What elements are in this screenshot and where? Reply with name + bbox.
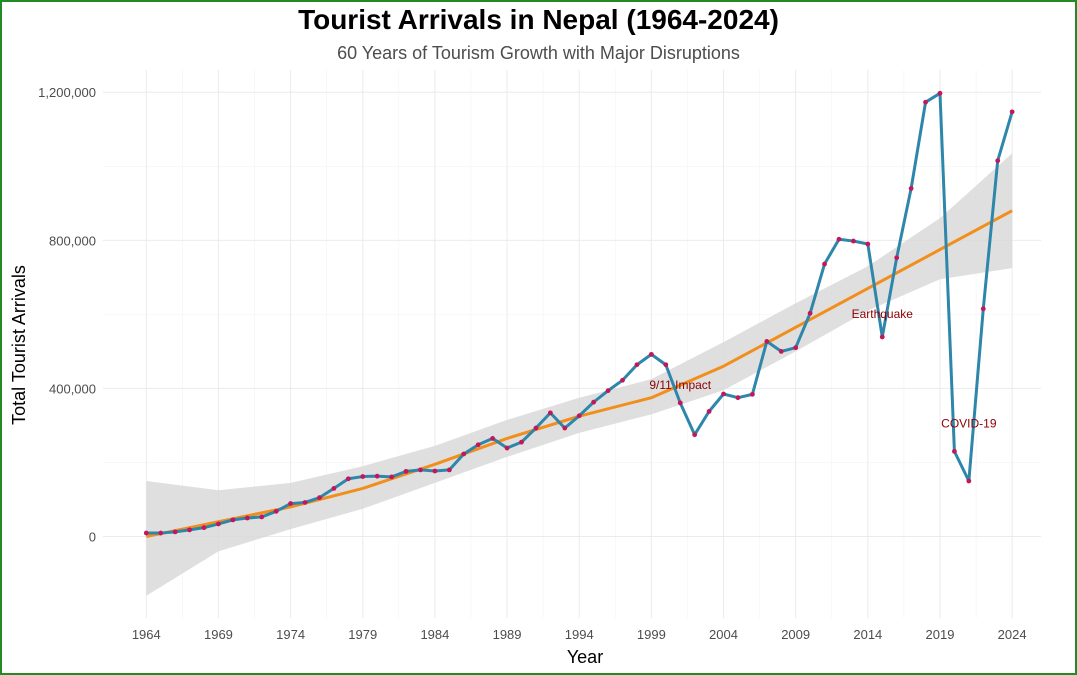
- annotation-label: 9/11 Impact: [649, 378, 711, 392]
- data-point: [475, 442, 481, 448]
- data-point: [519, 439, 524, 445]
- data-point: [461, 451, 467, 457]
- data-point: [879, 334, 885, 340]
- data-point: [172, 529, 178, 535]
- chart-title: Tourist Arrivals in Nepal (1964-2024): [298, 4, 779, 35]
- data-point: [648, 351, 654, 357]
- data-point: [995, 158, 1001, 164]
- x-tick-label: 1999: [637, 627, 666, 642]
- y-axis-title: Total Tourist Arrivals: [9, 265, 29, 425]
- annotation-label: Earthquake: [852, 307, 914, 321]
- confidence-band: [146, 153, 1013, 596]
- data-point: [302, 500, 308, 505]
- data-point: [706, 408, 712, 414]
- data-point: [504, 445, 510, 451]
- x-tick-label: 1964: [132, 627, 161, 642]
- data-point: [836, 236, 842, 242]
- data-point: [620, 377, 625, 383]
- x-tick-label: 1969: [204, 627, 233, 642]
- data-point: [937, 90, 943, 96]
- data-point: [259, 514, 265, 520]
- data-point: [533, 425, 539, 431]
- trend-confidence-band: [146, 153, 1013, 596]
- data-point: [634, 362, 640, 368]
- data-point: [793, 345, 799, 351]
- x-tick-label: 2009: [781, 627, 810, 642]
- x-tick-label: 2019: [926, 627, 955, 642]
- data-point: [735, 395, 741, 401]
- data-point: [591, 399, 597, 405]
- data-point: [966, 478, 972, 484]
- x-tick-label: 1979: [348, 627, 377, 642]
- data-point: [432, 468, 438, 474]
- data-point: [749, 391, 755, 397]
- data-point: [1009, 109, 1015, 115]
- data-point: [822, 261, 827, 267]
- data-point: [908, 186, 914, 191]
- grid-lines: [103, 70, 1041, 618]
- data-point: [980, 306, 986, 312]
- data-point: [201, 525, 207, 531]
- data-point: [692, 432, 698, 438]
- x-axis-title: Year: [567, 647, 603, 667]
- data-point: [851, 238, 856, 244]
- x-tick-label: 1989: [493, 627, 522, 642]
- y-tick-label: 0: [89, 530, 96, 545]
- y-tick-label: 800,000: [49, 233, 96, 248]
- data-point: [418, 467, 423, 473]
- x-tick-label: 1994: [565, 627, 594, 642]
- data-point: [158, 530, 164, 536]
- data-point: [663, 362, 669, 368]
- chart-subtitle: 60 Years of Tourism Growth with Major Di…: [337, 43, 740, 63]
- data-point: [374, 473, 380, 479]
- y-tick-label: 400,000: [49, 381, 96, 396]
- data-point: [923, 99, 928, 105]
- data-point: [764, 339, 770, 344]
- data-point: [403, 468, 409, 474]
- x-tick-label: 2004: [709, 627, 738, 642]
- data-point: [331, 486, 337, 491]
- x-tick-label: 1984: [420, 627, 449, 642]
- data-point: [143, 530, 149, 536]
- data-point: [721, 391, 726, 397]
- data-points: [143, 90, 1015, 536]
- data-point: [389, 474, 395, 480]
- data-point: [345, 476, 351, 482]
- data-point: [576, 413, 582, 419]
- data-point: [562, 425, 568, 431]
- x-axis-ticks: 1964 1969 1974 1979 1984 1989 1994 1999 2004 2009…: [132, 627, 1027, 642]
- data-point: [446, 467, 452, 473]
- data-point: [230, 517, 236, 523]
- annotations: 9/11 Impact Earthquake COVID-19: [649, 307, 997, 430]
- y-axis-ticks: 0 400,000 800,000 1,200,000: [38, 85, 96, 544]
- data-point: [288, 501, 293, 506]
- data-point: [490, 436, 496, 441]
- data-point: [244, 515, 250, 521]
- data-point: [894, 255, 900, 261]
- y-tick-label: 1,200,000: [38, 85, 96, 100]
- x-tick-label: 2024: [998, 627, 1027, 642]
- data-point: [677, 400, 683, 406]
- annotation-label: COVID-19: [941, 416, 997, 430]
- data-point: [778, 349, 784, 354]
- data-point: [317, 495, 322, 501]
- data-point: [216, 521, 221, 527]
- data-point: [273, 508, 279, 514]
- data-point: [547, 410, 553, 416]
- data-point: [360, 474, 366, 479]
- x-tick-label: 2014: [853, 627, 882, 642]
- data-point: [605, 388, 611, 394]
- data-point: [865, 241, 871, 247]
- data-point: [187, 527, 192, 533]
- data-point: [807, 310, 813, 316]
- data-point: [952, 448, 957, 454]
- x-tick-label: 1974: [276, 627, 305, 642]
